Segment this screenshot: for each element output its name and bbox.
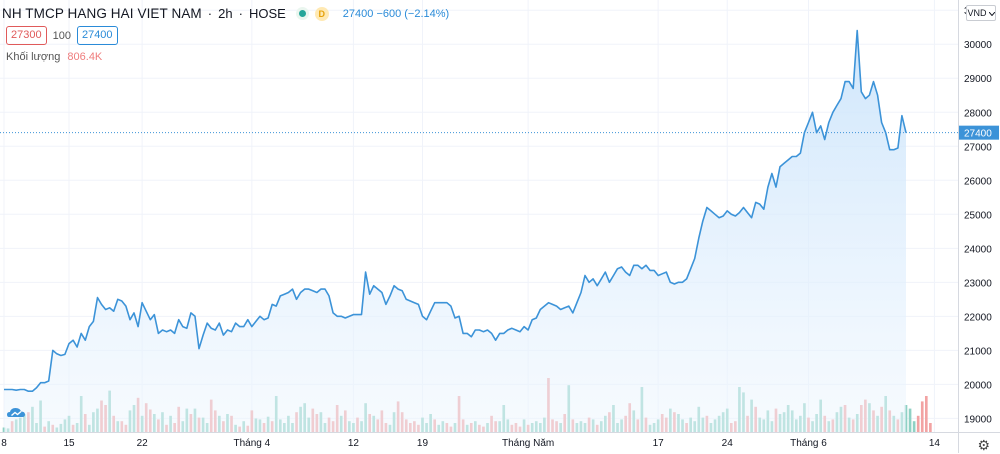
currency-selector[interactable]: VND — [966, 5, 996, 21]
volume-bar — [916, 415, 920, 432]
x-tick-label: 24 — [722, 438, 734, 449]
gear-icon[interactable]: ⚙ — [977, 437, 990, 453]
exchange-separator: · — [238, 6, 243, 21]
y-tick-label: 19000 — [964, 414, 992, 425]
cloud-logo-icon[interactable] — [6, 405, 28, 421]
y-tick-label: 23000 — [964, 278, 992, 289]
last-price: 27400 — [342, 7, 374, 20]
y-tick-label: 28000 — [964, 108, 992, 119]
price-change: −600 (−2.14%) — [376, 7, 450, 20]
last-price-tag: 27400 — [959, 125, 999, 140]
volume-bar — [908, 408, 912, 432]
volume-legend: Khối lượng 806.4K — [6, 51, 102, 63]
volume-bar — [924, 396, 928, 432]
market-open-icon — [295, 7, 309, 20]
buy-button[interactable]: 27400 — [76, 26, 118, 45]
delayed-data-icon[interactable]: D — [314, 6, 329, 21]
sell-button[interactable]: 27300 — [6, 26, 47, 45]
y-tick-label: 29000 — [964, 74, 992, 85]
x-tick-label: Tháng 4 — [233, 438, 270, 449]
volume-bar — [912, 421, 916, 432]
x-tick-label: 12 — [348, 438, 360, 449]
x-axis[interactable]: 8 15 22 Tháng 4 12 19 Tháng Năm 17 24 Tháng 6 14 — [1, 438, 940, 449]
x-tick-label: 15 — [63, 438, 75, 449]
currency-label: VND — [967, 8, 987, 18]
symbol-title: NH TMCP HANG HAI VIET NAM — [2, 6, 202, 21]
volume-bar — [929, 423, 932, 432]
x-tick-label: 17 — [653, 438, 665, 449]
last-price-tag-bg — [959, 125, 999, 140]
y-axis[interactable]: 19000 20000 21000 22000 23000 24000 25000 26000… — [964, 6, 992, 425]
x-tick-label: 22 — [137, 438, 149, 449]
volume-label: Khối lượng — [6, 51, 61, 63]
interval-label[interactable]: 2h — [218, 6, 233, 21]
price-line — [4, 29, 907, 392]
y-tick-label: 25000 — [964, 210, 992, 221]
volume-value: 806.4K — [67, 51, 103, 63]
bid-ask-row: 27300 100 27400 — [6, 26, 118, 45]
y-tick-label: 30000 — [964, 40, 992, 51]
interval-separator: · — [207, 6, 213, 21]
x-tick-label: Tháng 6 — [790, 438, 827, 449]
x-tick-label: 19 — [417, 438, 429, 449]
y-tick-label: 20000 — [964, 380, 992, 391]
volume-bar — [920, 401, 924, 432]
spread-value: 100 — [52, 29, 71, 42]
x-tick-label: 8 — [1, 438, 7, 449]
chart-header: NH TMCP HANG HAI VIET NAM · 2h · HOSE D … — [2, 6, 449, 21]
y-tick-label: 21000 — [964, 346, 992, 357]
price-quote: 27400 −600 (−2.14%) — [343, 8, 449, 20]
y-tick-label: 26000 — [964, 176, 992, 187]
last-price-tag-label: 27400 — [964, 129, 992, 140]
x-tick-label: Tháng Năm — [502, 438, 554, 449]
exchange-label: HOSE — [248, 6, 286, 21]
chevron-down-icon — [988, 8, 995, 18]
y-tick-label: 27000 — [964, 142, 992, 153]
x-tick-label: 14 — [929, 438, 941, 449]
y-tick-label: 24000 — [964, 244, 992, 255]
price-area — [4, 30, 906, 432]
y-tick-label: 22000 — [964, 312, 992, 323]
